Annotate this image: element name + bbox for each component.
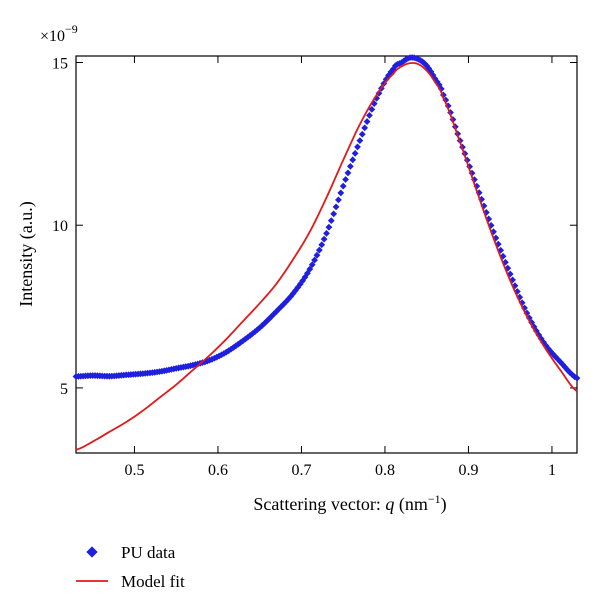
- series-line: [75, 62, 578, 451]
- y-axis-label: Intensity (a.u.): [16, 201, 37, 306]
- data-point: [335, 196, 342, 204]
- plot-frame: [75, 55, 578, 454]
- scale-factor-label: ×10−9: [40, 22, 78, 45]
- x-axis-label-var: q: [385, 494, 394, 514]
- legend-marker-pu-data: [86, 546, 98, 558]
- data-point: [363, 118, 371, 125]
- x-tick-label: 0.6: [208, 462, 228, 479]
- data-point: [366, 111, 373, 119]
- x-axis-label-unit-exp: −1: [428, 492, 441, 506]
- x-tick-label: 0.8: [375, 462, 395, 479]
- data-point: [344, 169, 352, 177]
- data-point: [346, 162, 354, 170]
- x-axis-label: Scattering vector: q (nm−1): [253, 492, 446, 515]
- data-point: [349, 156, 357, 164]
- x-tick-label: 1: [548, 462, 556, 479]
- y-axis-ticks: 5 10 15: [52, 56, 577, 398]
- data-point: [330, 210, 338, 218]
- data-point: [320, 235, 328, 243]
- x-tick-label: 0.7: [291, 462, 311, 479]
- legend-label-pu-data: PU data: [121, 543, 176, 562]
- data-point: [361, 124, 369, 132]
- scale-factor-exponent: −9: [65, 22, 78, 36]
- data-point: [354, 143, 361, 151]
- scale-factor-base: ×10: [40, 28, 65, 45]
- x-tick-label: 0.9: [458, 462, 478, 479]
- x-axis-ticks: 0.5 0.6 0.7 0.8 0.9 1: [124, 56, 556, 479]
- x-axis-label-close: ): [441, 494, 447, 515]
- data-point: [311, 256, 318, 264]
- legend-label-model-fit: Model fit: [121, 572, 185, 591]
- data-point: [351, 149, 359, 157]
- data-point: [325, 223, 333, 231]
- data-point: [332, 203, 340, 211]
- series-layer: [72, 54, 581, 451]
- y-tick-label: 15: [52, 56, 68, 73]
- data-point: [337, 189, 345, 197]
- data-point: [315, 246, 323, 254]
- x-axis-label-unit: (nm: [394, 494, 428, 515]
- x-axis-label-prefix: Scattering vector:: [253, 494, 385, 514]
- series-model-fit: [75, 62, 578, 451]
- data-point: [356, 137, 364, 145]
- data-point: [339, 182, 347, 190]
- data-point: [323, 229, 330, 237]
- data-point: [358, 130, 366, 138]
- data-point: [327, 217, 335, 225]
- series-pu-data: [72, 54, 581, 382]
- y-tick-label: 5: [60, 381, 68, 398]
- data-point: [368, 105, 376, 113]
- data-point: [313, 251, 321, 259]
- data-point: [342, 176, 349, 183]
- x-tick-label: 0.5: [124, 462, 144, 479]
- legend: PU data Model fit: [76, 543, 185, 591]
- y-tick-label: 10: [52, 218, 68, 235]
